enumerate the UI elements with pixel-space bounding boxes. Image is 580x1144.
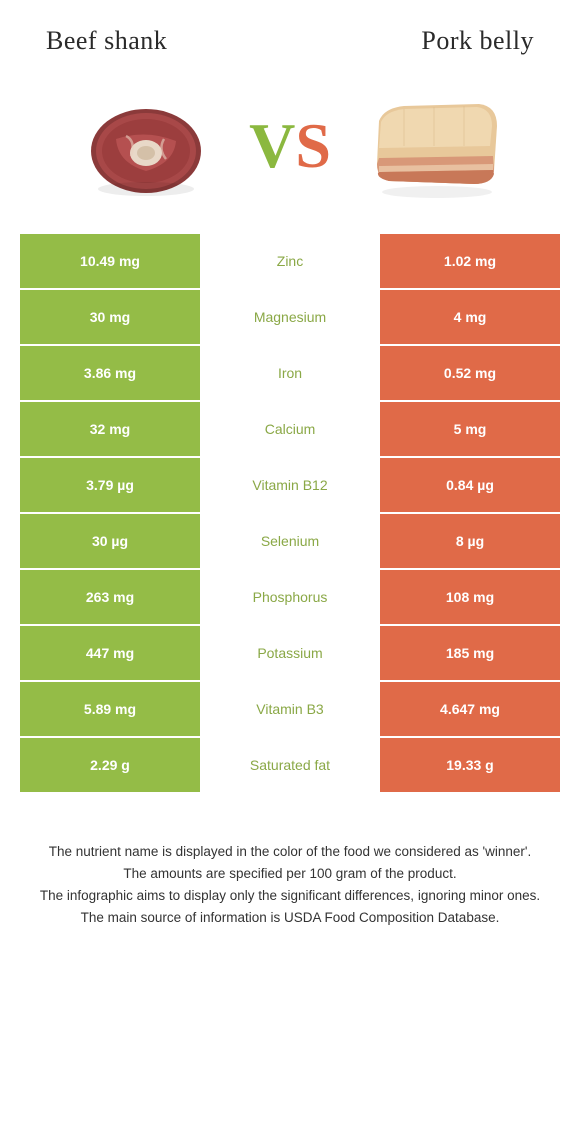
nutrient-table: 10.49 mgZinc1.02 mg30 mgMagnesium4 mg3.8… [20, 234, 560, 794]
nutrient-label-cell: Phosphorus [200, 570, 380, 624]
nutrient-label-cell: Vitamin B3 [200, 682, 380, 736]
left-value-cell: 30 µg [20, 514, 200, 568]
right-value-cell: 4 mg [380, 290, 560, 344]
right-food-title: Pork belly [421, 26, 534, 56]
left-value-cell: 263 mg [20, 570, 200, 624]
table-row: 30 µgSelenium8 µg [20, 514, 560, 570]
table-row: 32 mgCalcium5 mg [20, 402, 560, 458]
left-value-cell: 32 mg [20, 402, 200, 456]
right-value-cell: 8 µg [380, 514, 560, 568]
nutrient-label-cell: Saturated fat [200, 738, 380, 792]
pork-belly-image [359, 86, 509, 206]
footnote-line: The amounts are specified per 100 gram o… [30, 864, 550, 885]
nutrient-label-cell: Zinc [200, 234, 380, 288]
images-row: VS [0, 68, 580, 234]
footnote-line: The infographic aims to display only the… [30, 886, 550, 907]
right-value-cell: 5 mg [380, 402, 560, 456]
right-value-cell: 185 mg [380, 626, 560, 680]
nutrient-label-cell: Vitamin B12 [200, 458, 380, 512]
vs-s-letter: S [295, 114, 331, 178]
vs-label: VS [249, 114, 331, 178]
table-row: 10.49 mgZinc1.02 mg [20, 234, 560, 290]
left-value-cell: 3.79 µg [20, 458, 200, 512]
left-value-cell: 5.89 mg [20, 682, 200, 736]
left-value-cell: 3.86 mg [20, 346, 200, 400]
infographic-container: Beef shank Pork belly VS [0, 0, 580, 950]
table-row: 2.29 gSaturated fat19.33 g [20, 738, 560, 794]
nutrient-label-cell: Selenium [200, 514, 380, 568]
table-row: 447 mgPotassium185 mg [20, 626, 560, 682]
right-value-cell: 4.647 mg [380, 682, 560, 736]
nutrient-label-cell: Iron [200, 346, 380, 400]
table-row: 263 mgPhosphorus108 mg [20, 570, 560, 626]
table-row: 3.86 mgIron0.52 mg [20, 346, 560, 402]
left-value-cell: 10.49 mg [20, 234, 200, 288]
footnote-line: The main source of information is USDA F… [30, 908, 550, 929]
left-food-title: Beef shank [46, 26, 167, 56]
footnote: The nutrient name is displayed in the co… [0, 794, 580, 950]
table-row: 30 mgMagnesium4 mg [20, 290, 560, 346]
left-value-cell: 447 mg [20, 626, 200, 680]
beef-shank-image [71, 86, 221, 206]
right-value-cell: 0.84 µg [380, 458, 560, 512]
left-value-cell: 2.29 g [20, 738, 200, 792]
right-value-cell: 108 mg [380, 570, 560, 624]
right-value-cell: 0.52 mg [380, 346, 560, 400]
header: Beef shank Pork belly [0, 0, 580, 68]
table-row: 3.79 µgVitamin B120.84 µg [20, 458, 560, 514]
left-value-cell: 30 mg [20, 290, 200, 344]
right-value-cell: 19.33 g [380, 738, 560, 792]
nutrient-label-cell: Potassium [200, 626, 380, 680]
vs-v-letter: V [249, 114, 295, 178]
table-row: 5.89 mgVitamin B34.647 mg [20, 682, 560, 738]
right-value-cell: 1.02 mg [380, 234, 560, 288]
footnote-line: The nutrient name is displayed in the co… [30, 842, 550, 863]
nutrient-label-cell: Calcium [200, 402, 380, 456]
nutrient-label-cell: Magnesium [200, 290, 380, 344]
